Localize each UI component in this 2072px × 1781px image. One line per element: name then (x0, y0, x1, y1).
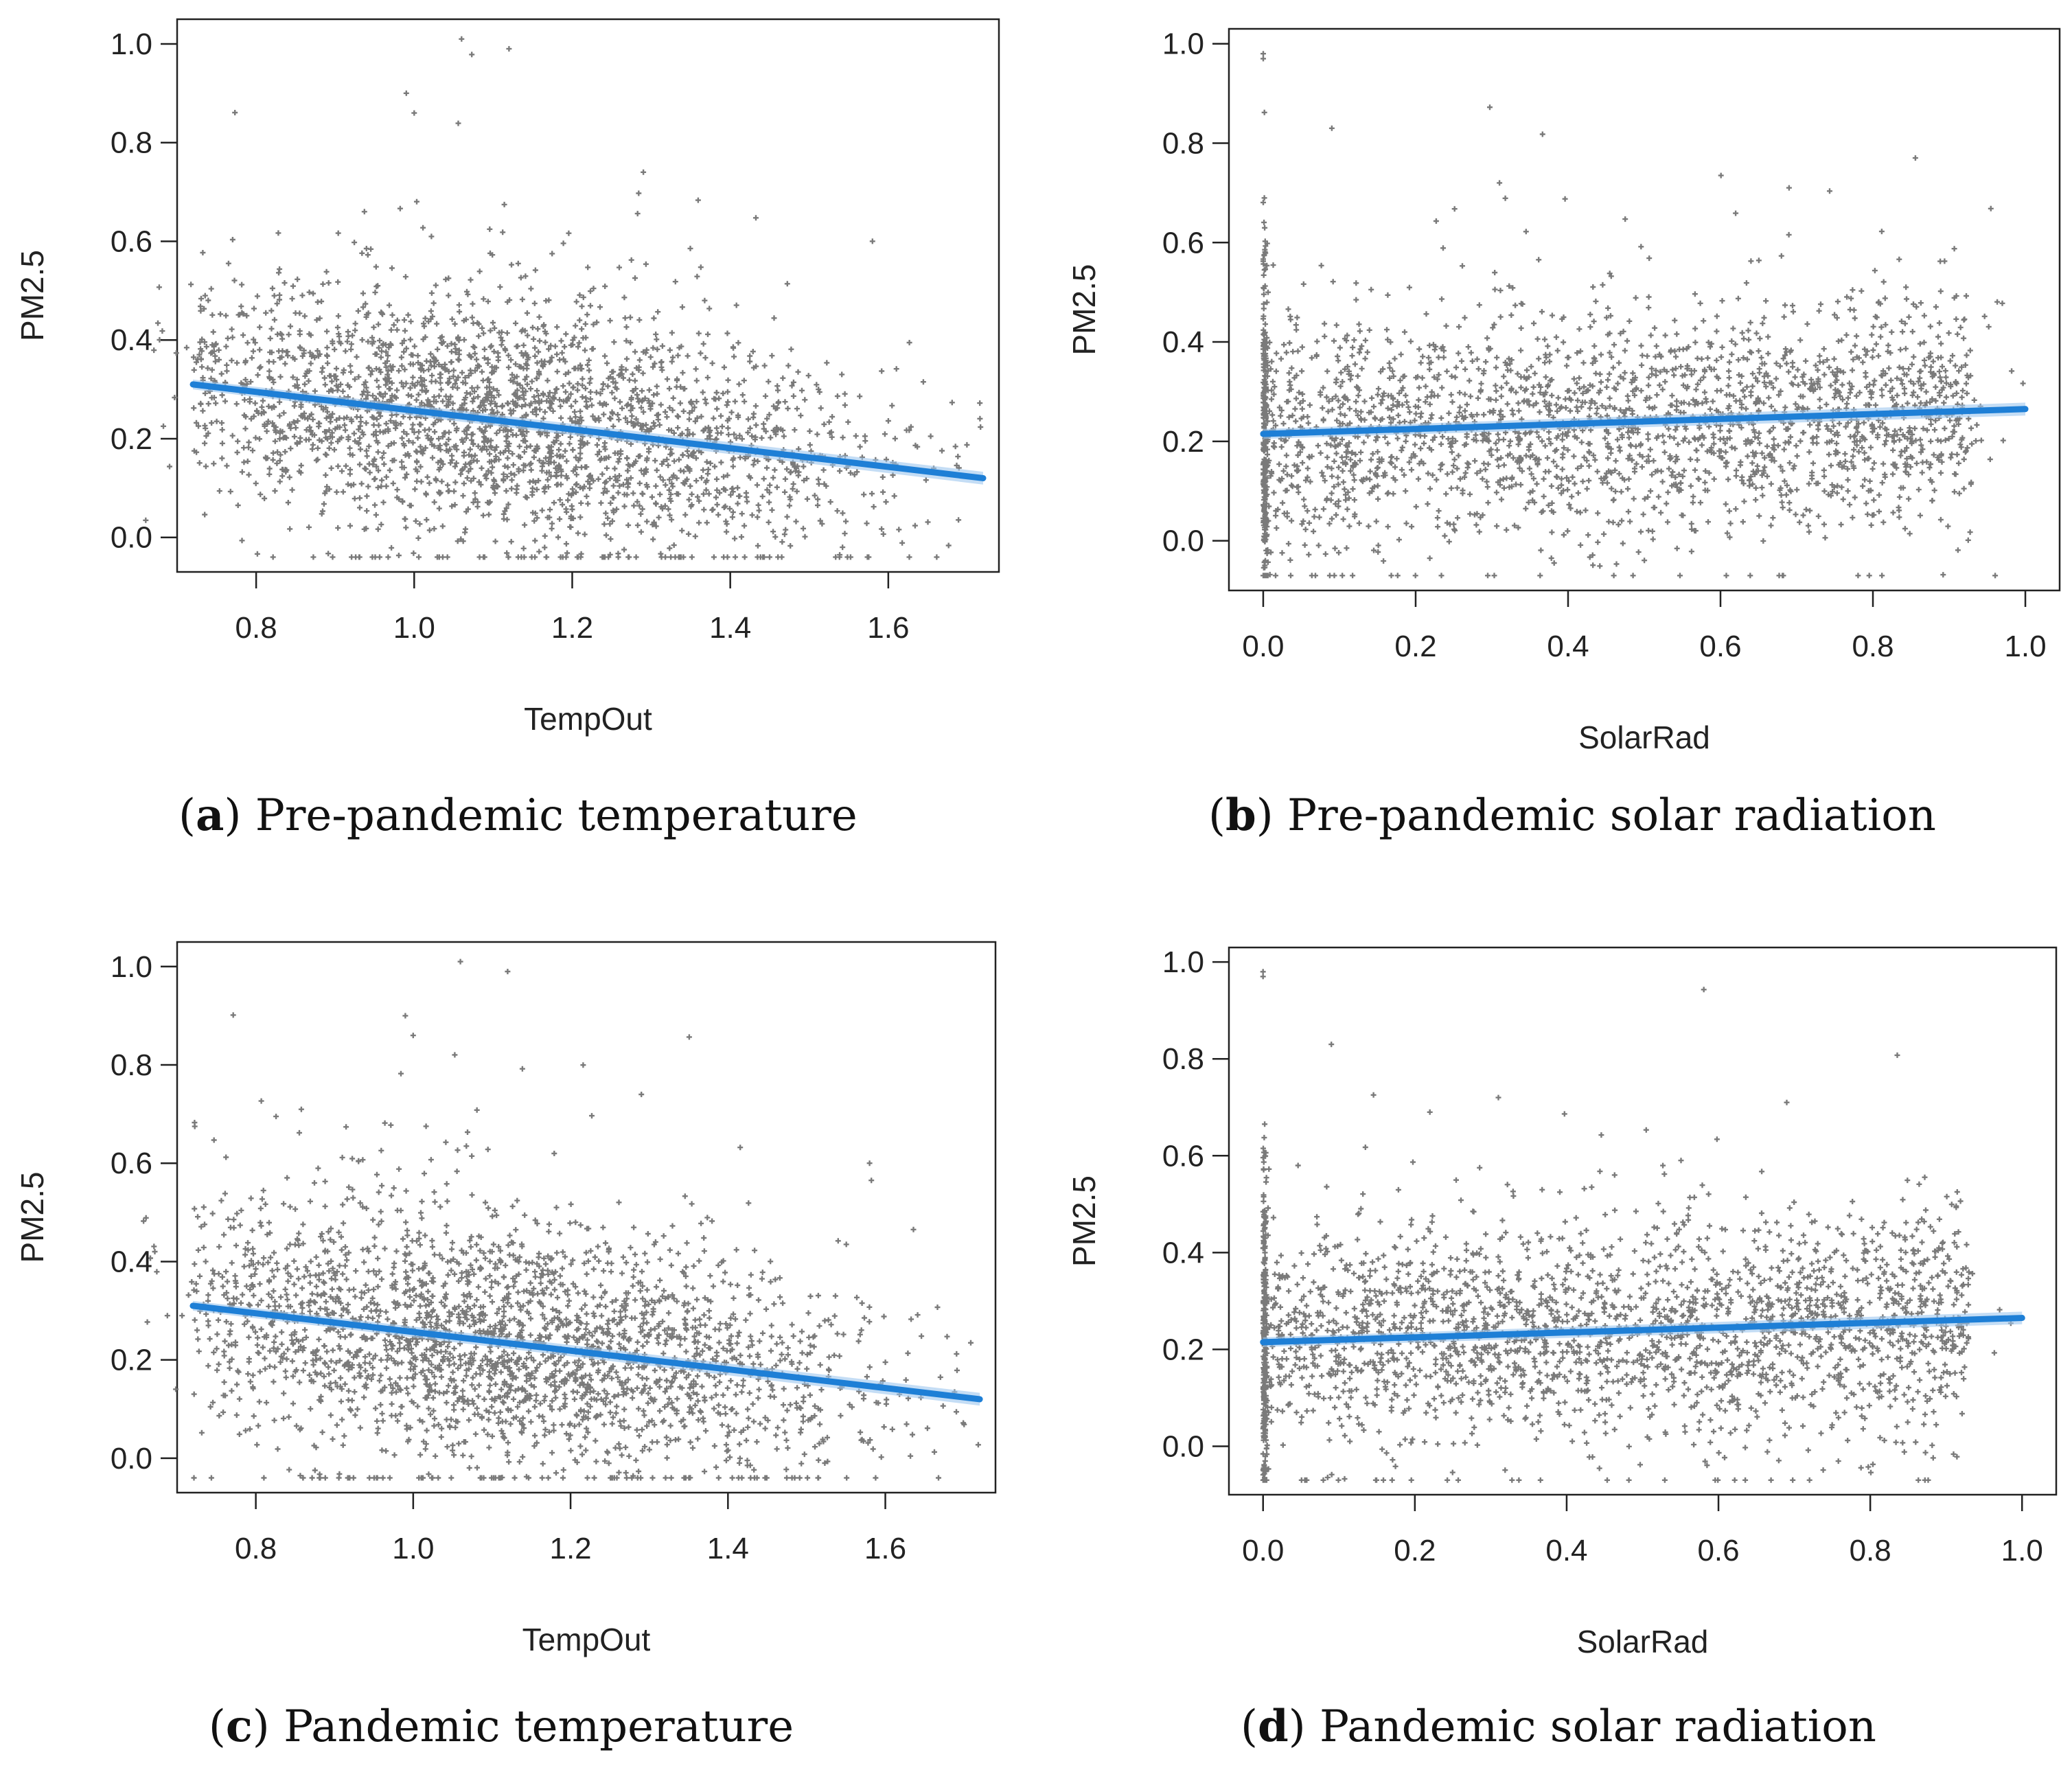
caption-d-text: Pandemic solar radiation (1320, 1701, 1876, 1752)
x-tick-label: 0.8 (1850, 1534, 1891, 1567)
scatter-points (141, 958, 981, 1481)
x-tick-label: 1.0 (393, 611, 435, 645)
y-tick-label: 1.0 (1162, 27, 1204, 61)
x-tick-label: 0.0 (1242, 630, 1284, 663)
y-tick-label: 0.6 (1162, 226, 1204, 260)
caption-a: (a) Pre-pandemic temperature (179, 790, 857, 841)
y-axis-label: PM2.5 (1066, 264, 1102, 356)
scatter-points (143, 36, 984, 560)
caption-c-text: Pandemic temperature (284, 1701, 794, 1752)
x-tick-label: 0.6 (1697, 1534, 1739, 1567)
plot-frame (176, 18, 1000, 573)
caption-c-letter: c (225, 1701, 253, 1752)
y-tick-label: 0.6 (1162, 1139, 1204, 1173)
plot-frame (1228, 27, 2061, 592)
y-tick-label: 0.0 (1162, 1429, 1204, 1463)
scatter-mark (1260, 969, 2014, 1483)
x-tick-label: 1.2 (551, 611, 593, 645)
x-tick-label: 1.2 (549, 1532, 591, 1565)
scatter-mark (1261, 51, 2026, 579)
x-tick-label: 0.6 (1699, 630, 1741, 663)
y-tick-label: 0.4 (1162, 1236, 1204, 1269)
x-axis-label: SolarRad (1577, 1624, 1709, 1659)
chart-d: 0.0 0.2 0.4 0.6 0.8 1.0 0.0 0.2 0.4 0.6 0.8 1.0 Sola… (1066, 945, 2058, 1659)
y-tick-label: 0.2 (111, 1344, 152, 1377)
chart-b: 0.0 0.2 0.4 0.6 0.8 1.0 0.0 0.2 0.4 0.6 0.8 1.0 Sola… (1066, 27, 2061, 755)
y-tick-label: 0.0 (111, 1442, 152, 1475)
x-axis-label: SolarRad (1578, 720, 1710, 755)
plot-frame (176, 941, 997, 1494)
y-tick-label: 0.2 (1162, 1333, 1204, 1366)
x-tick-label: 1.4 (707, 1532, 749, 1565)
y-tick-label: 0.8 (1162, 1042, 1204, 1076)
x-tick-label: 0.4 (1545, 1534, 1587, 1567)
x-axis-label: TempOut (522, 1622, 651, 1657)
y-tick-label: 1.0 (1162, 945, 1204, 979)
trend-line (1260, 1315, 2025, 1346)
y-tick-label: 0.8 (111, 126, 152, 160)
caption-d: (d) Pandemic solar radiation (1241, 1701, 1876, 1752)
y-tick-label: 0.8 (111, 1048, 152, 1082)
x-tick-label: 0.2 (1394, 630, 1436, 663)
y-tick-label: 0.2 (1162, 425, 1204, 459)
y-tick-label: 0.4 (111, 323, 152, 357)
x-tick-label: 1.6 (867, 611, 909, 645)
x-tick-label: 0.2 (1394, 1534, 1436, 1567)
y-tick-label: 1.0 (111, 950, 152, 984)
caption-b-letter: b (1225, 790, 1256, 841)
trend-line (189, 1302, 983, 1403)
y-tick-label: 0.0 (111, 521, 152, 555)
trend-line (1260, 406, 2029, 437)
y-tick-label: 0.2 (111, 422, 152, 456)
scatter-points (1260, 969, 2014, 1483)
x-tick-label: 1.0 (392, 1532, 434, 1565)
y-tick-label: 0.6 (111, 225, 152, 258)
x-tick-label: 0.8 (235, 611, 277, 645)
y-axis-label: PM2.5 (1066, 1175, 1102, 1267)
chart-c: 0.0 0.2 0.4 0.6 0.8 1.0 0.8 1.0 1.2 1.4 1.6 TempOut… (14, 941, 997, 1657)
y-tick-label: 0.8 (1162, 126, 1204, 160)
y-axis-label: PM2.5 (14, 250, 50, 341)
x-tick-label: 1.0 (2001, 1534, 2043, 1567)
x-tick-label: 1.0 (2004, 630, 2046, 663)
x-tick-label: 0.4 (1547, 630, 1589, 663)
y-axis-label: PM2.5 (14, 1172, 50, 1263)
scatter-mark (143, 36, 984, 560)
x-tick-label: 1.4 (709, 611, 751, 645)
caption-b-text: Pre-pandemic solar radiation (1287, 790, 1936, 841)
x-tick-label: 1.6 (864, 1532, 906, 1565)
y-tick-label: 0.4 (1162, 325, 1204, 359)
x-tick-label: 0.8 (1852, 630, 1893, 663)
scatter-points (1261, 51, 2026, 579)
x-tick-label: 0.8 (235, 1532, 277, 1565)
x-axis-label: TempOut (524, 701, 652, 737)
x-tick-label: 0.0 (1242, 1534, 1284, 1567)
y-tick-label: 0.6 (111, 1147, 152, 1180)
y-tick-label: 0.4 (111, 1245, 152, 1278)
caption-d-letter: d (1257, 1701, 1289, 1752)
plot-frame (1228, 946, 2058, 1496)
caption-c: (c) Pandemic temperature (208, 1701, 794, 1752)
y-tick-label: 0.0 (1162, 525, 1204, 558)
caption-a-letter: a (195, 790, 225, 841)
trend-line (189, 381, 987, 481)
caption-a-text: Pre-pandemic temperature (255, 790, 857, 841)
y-tick-label: 1.0 (111, 27, 152, 61)
caption-b: (b) Pre-pandemic solar radiation (1208, 790, 1936, 841)
scatter-mark (141, 958, 981, 1481)
chart-a: 0.0 0.2 0.4 0.6 0.8 1.0 0.8 1.0 1.2 1.4 1.6 TempOut… (14, 18, 1000, 737)
